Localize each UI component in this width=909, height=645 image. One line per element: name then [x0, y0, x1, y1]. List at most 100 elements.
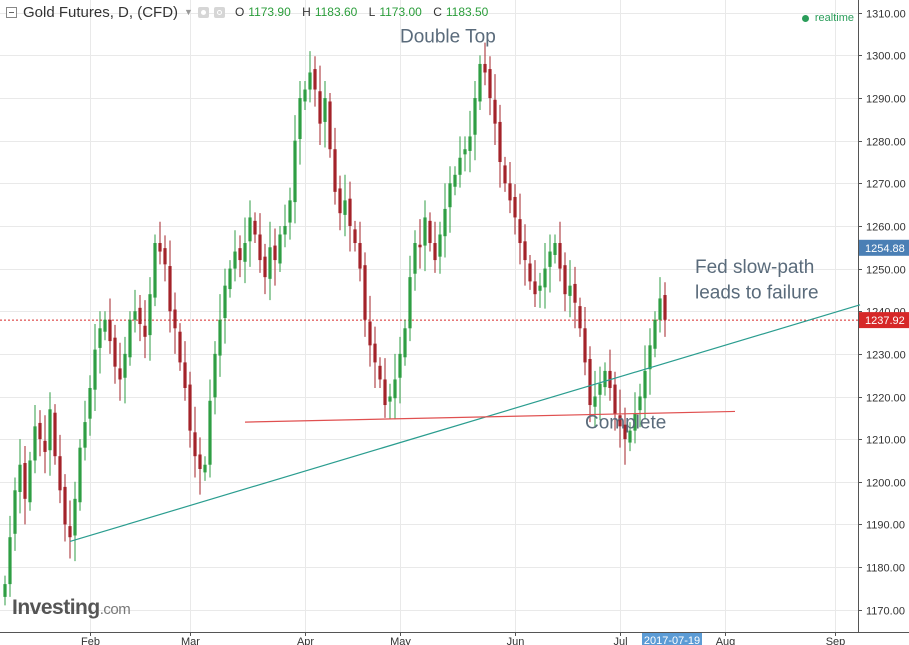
candle-body	[513, 196, 517, 218]
chart-annotation: leads to failure	[695, 282, 819, 303]
candle-body	[613, 384, 617, 414]
candle-body	[13, 490, 17, 534]
candle-body	[458, 157, 462, 175]
gear-icon[interactable]	[213, 6, 225, 18]
candle-body	[163, 248, 167, 265]
candle-body	[268, 247, 272, 279]
candle-body	[118, 368, 122, 380]
candle-body	[203, 464, 207, 473]
candle-body	[308, 72, 312, 90]
candle-body	[218, 319, 222, 356]
candle-body	[58, 456, 62, 491]
candle-body	[153, 243, 157, 298]
candle-body	[253, 220, 257, 235]
current-price-marker-bg	[859, 312, 909, 329]
y-tick-label: 1280.00	[866, 137, 906, 149]
candle-body	[423, 217, 427, 246]
candle-body	[573, 283, 577, 303]
candle-body	[33, 426, 37, 461]
candle-body	[238, 248, 242, 261]
candle-body	[278, 234, 282, 264]
candle-body	[463, 149, 467, 155]
candle-body	[553, 243, 557, 255]
candle-body	[558, 243, 562, 269]
high-key: H	[302, 5, 311, 19]
candle-body	[28, 460, 32, 503]
high-value: 1183.60	[314, 5, 358, 19]
candle-body	[623, 424, 627, 440]
candle-body	[663, 295, 667, 320]
candle-body	[593, 396, 597, 407]
candle-body	[628, 430, 632, 443]
y-tick-label: 1300.00	[866, 51, 906, 63]
x-tick-label: Apr	[297, 636, 314, 645]
candle-body	[73, 498, 77, 536]
candle-body	[443, 208, 447, 237]
y-tick-label: 1220.00	[866, 393, 906, 405]
low-value: 1173.00	[379, 5, 422, 19]
y-tick-label: 1270.00	[866, 179, 906, 191]
candle-body	[538, 285, 542, 291]
candle-body	[23, 463, 27, 499]
candle-body	[618, 415, 622, 427]
y-tick-label: 1180.00	[866, 563, 905, 575]
y-tick-label: 1210.00	[866, 435, 906, 447]
candle-body	[223, 285, 227, 319]
rising-trendline	[69, 304, 861, 543]
candle-body	[473, 98, 477, 135]
y-tick-label: 1290.00	[866, 94, 906, 106]
candle-body	[338, 188, 342, 214]
candle-body	[173, 309, 177, 329]
candle-body	[78, 447, 82, 503]
candle-body	[233, 251, 237, 269]
candle-body	[123, 353, 127, 378]
eye-icon[interactable]	[197, 6, 209, 18]
open-key: O	[234, 5, 245, 19]
collapse-icon[interactable]	[6, 6, 17, 18]
chart-annotation: Complete	[585, 412, 666, 433]
chevron-down-icon[interactable]: ▼	[184, 7, 193, 17]
candle-body	[103, 319, 107, 332]
candle-body	[413, 243, 417, 274]
y-tick-label: 1200.00	[866, 478, 906, 490]
candle-body	[53, 412, 57, 457]
candle-body	[243, 243, 247, 262]
y-tick-label: 1230.00	[866, 350, 906, 362]
ohlc-readout: O 1173.90 H 1183.60 L 1173.00 C 1183.50	[235, 5, 496, 19]
candle-body	[483, 63, 487, 73]
x-tick-label: Mar	[181, 636, 200, 645]
candle-body	[533, 281, 537, 295]
candle-body	[318, 91, 322, 124]
candle-body	[188, 384, 192, 431]
candle-body	[63, 486, 67, 525]
y-tick-label: 1190.00	[866, 520, 905, 532]
candle-body	[138, 307, 142, 325]
x-tick-label: Jun	[507, 636, 525, 645]
candle-body	[113, 337, 117, 367]
candle-body	[213, 353, 217, 398]
candle-body	[453, 174, 457, 187]
candle-body	[603, 370, 607, 388]
candle-body	[158, 243, 162, 252]
candle-body	[468, 136, 472, 151]
y-tick-label: 1260.00	[866, 222, 906, 234]
prev-price-marker-bg	[859, 239, 909, 256]
instrument-title: Gold Futures, D, (CFD)	[23, 3, 179, 21]
current-price-marker-label: 1237.92	[865, 315, 905, 327]
candle-body	[373, 343, 377, 363]
candle-body	[528, 263, 532, 282]
candle-body	[368, 321, 372, 346]
low-key: L	[368, 5, 376, 19]
candle-body	[273, 245, 277, 261]
candle-body	[588, 358, 592, 406]
candle-body	[543, 268, 547, 288]
candle-body	[348, 198, 352, 226]
candle-body	[383, 379, 387, 406]
candle-body	[298, 98, 302, 139]
candle-body	[293, 140, 297, 203]
candle-body	[183, 362, 187, 388]
candle-body	[333, 149, 337, 192]
chart-annotation: Double Top	[400, 27, 496, 48]
